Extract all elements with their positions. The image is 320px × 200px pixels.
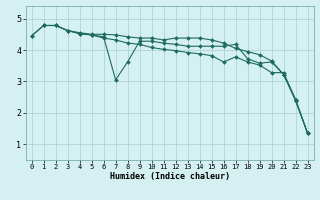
X-axis label: Humidex (Indice chaleur): Humidex (Indice chaleur) [109, 172, 230, 181]
